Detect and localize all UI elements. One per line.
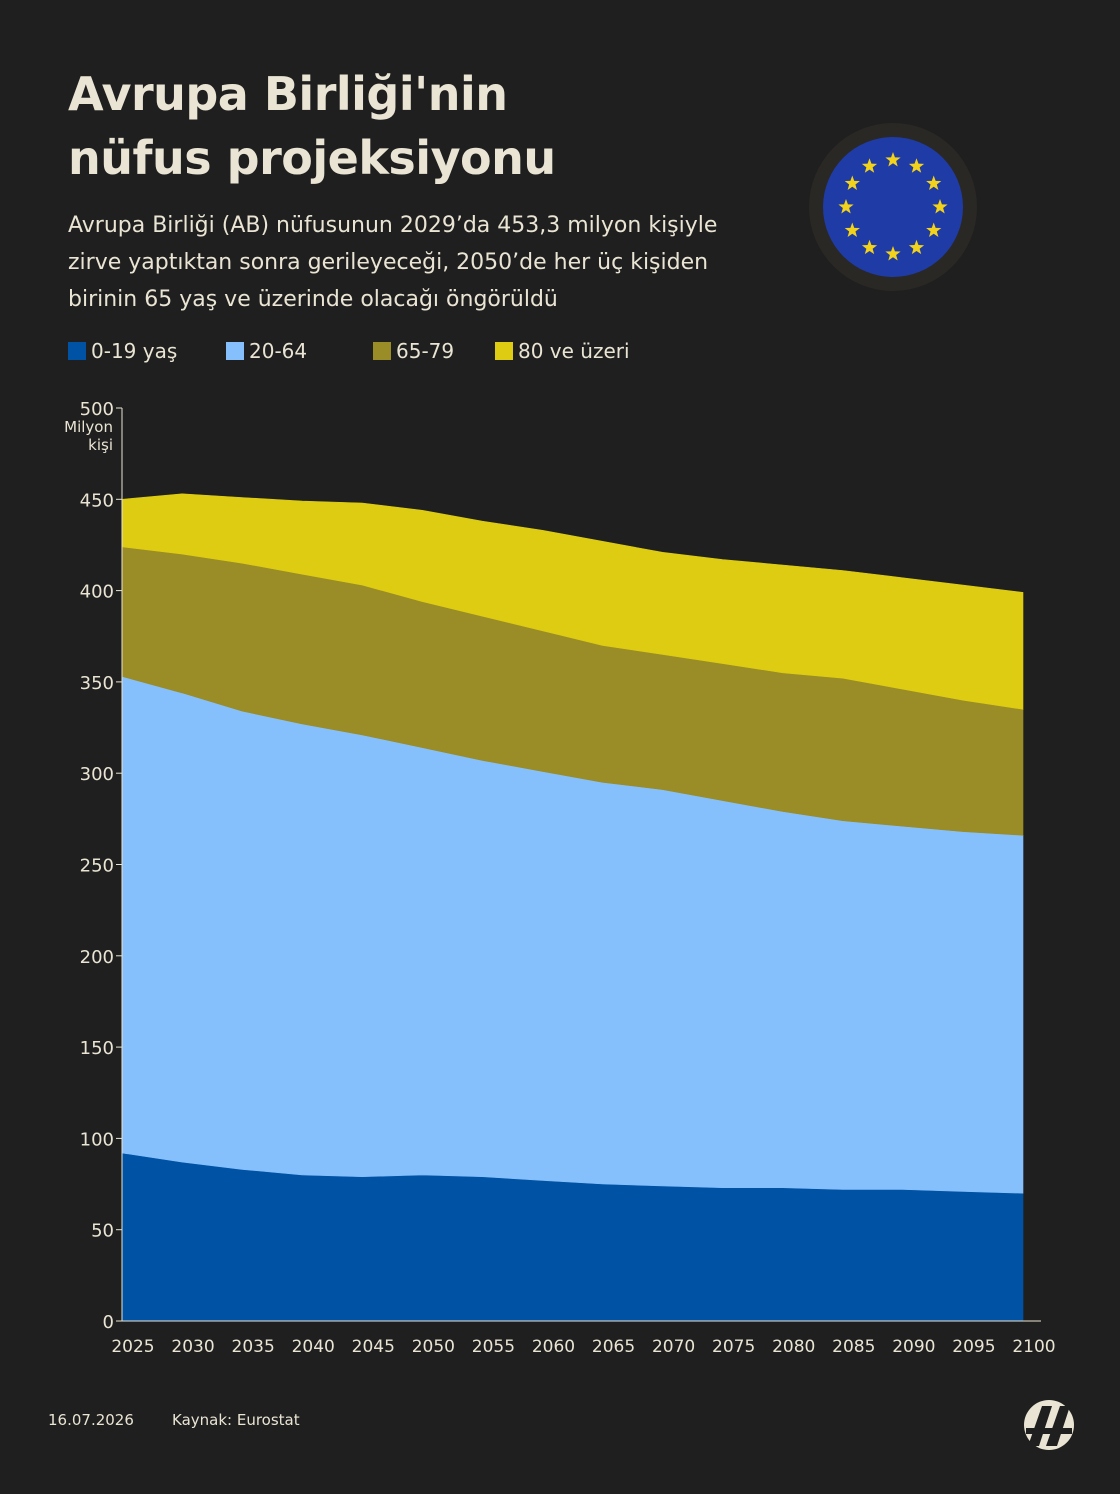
x-tick-label: 2095 <box>952 1337 995 1357</box>
legend-item-0-19: 0-19 yaş <box>68 336 177 366</box>
x-tick-label: 2075 <box>712 1337 755 1357</box>
y-tick-label: 50 <box>91 1221 114 1242</box>
area-series-4 <box>121 493 1024 710</box>
x-tick-label: 2085 <box>832 1337 875 1357</box>
legend-swatch <box>373 342 391 360</box>
flag-star-icon <box>908 158 925 173</box>
x-tick-label: 2090 <box>892 1337 935 1357</box>
flag-star-icon <box>844 175 860 190</box>
y-tick-label: 450 <box>80 490 114 511</box>
x-tick-label: 2060 <box>532 1337 575 1357</box>
flag-star-icon <box>908 239 925 255</box>
x-tick-label: 2080 <box>772 1337 815 1357</box>
y-tick-label: 200 <box>80 947 114 968</box>
flag-star-icon <box>926 222 942 237</box>
y-tick-label: 100 <box>80 1129 114 1150</box>
footer-source: Kaynak: Eurostat <box>172 1411 300 1429</box>
legend-label: 0-19 yaş <box>91 339 178 363</box>
page-title: Avrupa Birliği'nin nüfus projeksiyonu <box>68 62 556 190</box>
y-tick-label: 350 <box>80 673 114 694</box>
footer-date: 16.07.2026 <box>48 1411 134 1429</box>
flag-star-icon <box>885 246 901 261</box>
title-line: Avrupa Birliği'nin <box>68 67 508 121</box>
flag-star-icon <box>885 152 901 167</box>
y-tick-label: 300 <box>80 764 114 785</box>
flag-star-icon <box>844 222 860 237</box>
y-tick-label: 500 <box>80 399 114 420</box>
x-tick-label: 2065 <box>592 1337 635 1357</box>
flag-star-icon <box>861 239 878 255</box>
x-tick-label: 2045 <box>352 1337 395 1357</box>
legend-label: 80 ve üzeri <box>518 339 630 363</box>
y-tick-label: 150 <box>80 1038 114 1059</box>
x-tick-label: 2030 <box>171 1337 214 1357</box>
flag-star-icon <box>932 199 948 214</box>
subtitle-line: Avrupa Birliği (AB) nüfusunun 2029’da 45… <box>68 213 718 238</box>
aa-logo-icon <box>1024 1400 1074 1450</box>
y-tick-label: 0 <box>103 1312 114 1333</box>
flag-disc <box>823 137 963 277</box>
legend-label: 65-79 <box>396 339 455 363</box>
y-tick-label: 250 <box>80 856 114 877</box>
y-axis-title: Milyon <box>64 418 113 436</box>
legend-label: 20-64 <box>249 339 308 363</box>
population-area-chart: 0 50 100 150 200 250 300 350 400 450 500Milyonkişi… <box>64 399 1055 1357</box>
chart-legend: 0-19 yaş 20-64 65-79 80 ve üzeri <box>68 336 688 366</box>
x-tick-label: 2025 <box>111 1337 154 1357</box>
x-tick-label: 2040 <box>292 1337 335 1357</box>
x-tick-label: 2100 <box>1012 1337 1055 1357</box>
flag-star-icon <box>838 199 854 214</box>
flag-star-icon <box>861 158 878 173</box>
x-tick-label: 2055 <box>472 1337 515 1357</box>
x-tick-label: 2035 <box>232 1337 275 1357</box>
legend-swatch <box>68 342 86 360</box>
x-tick-label: 2070 <box>652 1337 695 1357</box>
subtitle-line: birinin 65 yaş ve üzerinde olacağı öngör… <box>68 287 558 312</box>
eu-flag-icon <box>809 123 977 291</box>
flag-star-icon <box>926 175 942 190</box>
legend-item-65-79: 65-79 <box>373 336 454 366</box>
title-line: nüfus projeksiyonu <box>68 131 556 185</box>
x-tick-label: 2050 <box>412 1337 455 1357</box>
legend-item-80-plus: 80 ve üzeri <box>495 336 630 366</box>
legend-swatch <box>226 342 244 360</box>
legend-swatch <box>495 342 513 360</box>
y-tick-label: 400 <box>80 582 114 603</box>
subtitle: Avrupa Birliği (AB) nüfusunun 2029’da 45… <box>68 207 788 318</box>
y-axis-title: kişi <box>88 436 113 454</box>
legend-item-20-64: 20-64 <box>226 336 307 366</box>
subtitle-line: zirve yaptıktan sonra gerileyeceği, 2050… <box>68 250 709 275</box>
